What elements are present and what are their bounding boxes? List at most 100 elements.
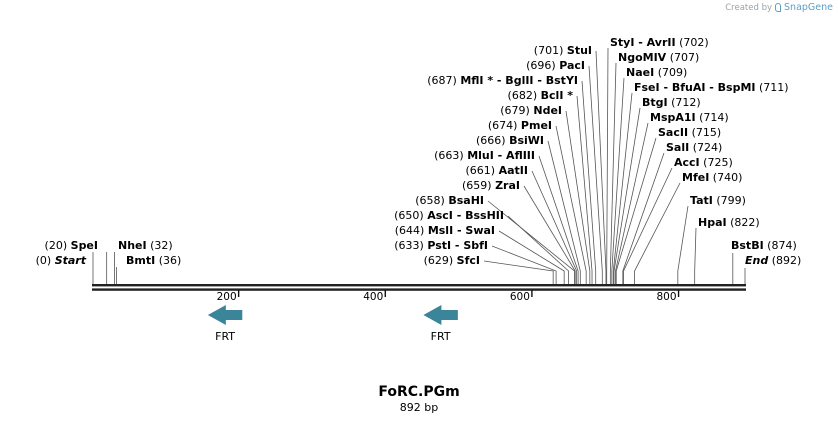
enzyme-name: AccI: [674, 156, 700, 169]
enzyme-site-label: AccI (725): [674, 156, 733, 169]
enzyme-site-label: (661) AatII: [466, 164, 528, 177]
enzyme-position: (674): [488, 119, 518, 132]
enzyme-position: (701): [534, 44, 564, 57]
enzyme-site-label: StyI - AvrII (702): [610, 36, 709, 49]
enzyme-name: BstBI: [731, 239, 764, 252]
backbone-top-strand: [92, 284, 746, 287]
enzyme-position: (661): [466, 164, 496, 177]
enzyme-site-label: (701) StuI: [534, 44, 592, 57]
enzyme-name: MspA1I: [650, 111, 696, 124]
enzyme-connector-line: [538, 155, 579, 284]
enzyme-position: (799): [716, 194, 746, 207]
enzyme-name: PacI: [559, 59, 585, 72]
tick-label: 600: [510, 291, 530, 303]
enzyme-position: (633): [394, 239, 424, 252]
enzyme-position: (629): [424, 254, 454, 267]
enzyme-name: StuI: [567, 44, 592, 57]
enzyme-name: BmtI: [126, 254, 155, 267]
enzyme-connector-line: [588, 65, 603, 284]
enzyme-position: (711): [759, 81, 789, 94]
enzyme-position: (874): [767, 239, 797, 252]
sequence-backbone: [92, 284, 746, 291]
enzyme-connector-line: [487, 200, 575, 284]
enzyme-position: (892): [772, 254, 802, 267]
enzyme-connector-line: [612, 92, 633, 284]
enzyme-site-label: (0) Start: [36, 254, 87, 267]
enzyme-position: (707): [670, 51, 700, 64]
enzyme-position: (658): [415, 194, 445, 207]
enzyme-connector-line: [611, 77, 625, 284]
enzyme-connector-line: [606, 47, 609, 284]
enzyme-name: HpaI: [698, 216, 727, 229]
enzyme-position: (714): [699, 111, 729, 124]
enzyme-position: (666): [476, 134, 506, 147]
enzyme-site-label: NaeI (709): [626, 66, 687, 79]
enzyme-connector-line: [623, 167, 673, 284]
enzyme-connector-line: [595, 50, 607, 284]
tick-label: 200: [217, 291, 237, 303]
enzyme-name: SpeI: [71, 239, 98, 252]
enzyme-name: End: [745, 254, 768, 267]
enzyme-position: (659): [462, 179, 492, 192]
enzyme-connector-line: [615, 137, 657, 284]
enzyme-name: NgoMIV: [618, 51, 667, 64]
enzyme-site-label: (20) SpeI: [45, 239, 98, 252]
enzyme-name: PstI - SbfI: [427, 239, 488, 252]
enzyme-connector-line: [547, 140, 581, 284]
plasmid-name: FoRC.PGm: [378, 384, 459, 400]
enzyme-position: (36): [159, 254, 182, 267]
backbone-bottom-strand: [92, 288, 746, 291]
enzyme-connector-line: [694, 227, 697, 284]
enzyme-position: (715): [692, 126, 722, 139]
enzyme-site-label: (644) MslI - SwaI: [395, 224, 495, 237]
enzyme-site-label: (666) BsiWI: [476, 134, 544, 147]
enzyme-site-label: (658) BsaHI: [415, 194, 484, 207]
enzyme-connector-line: [531, 170, 578, 284]
enzyme-site-label: MspA1I (714): [650, 111, 729, 124]
enzyme-connector-line: [609, 62, 617, 284]
enzyme-connectors: [92, 47, 746, 284]
enzyme-connector-line: [565, 110, 591, 284]
enzyme-name: MfeI: [682, 171, 709, 184]
enzyme-site-label: (682) BclI *: [508, 89, 574, 102]
enzyme-name: NaeI: [626, 66, 654, 79]
plasmid-size: 892 bp: [400, 401, 438, 414]
enzyme-position: (663): [434, 149, 464, 162]
enzyme-site-label: FseI - BfuAI - BspMI (711): [634, 81, 789, 94]
enzyme-position: (740): [713, 171, 743, 184]
enzyme-site-label: End (892): [745, 254, 801, 267]
enzyme-name: SalI: [666, 141, 689, 154]
enzyme-position: (702): [679, 36, 709, 49]
enzyme-position: (724): [693, 141, 723, 154]
enzyme-name: SacII: [658, 126, 688, 139]
enzyme-name: BtgI: [642, 96, 668, 109]
enzyme-site-label: (650) AscI - BssHII: [394, 209, 504, 222]
enzyme-position: (687): [427, 74, 457, 87]
enzyme-name: TatI: [690, 194, 713, 207]
enzyme-name: NdeI: [533, 104, 562, 117]
enzyme-site-label: NheI (32): [118, 239, 173, 252]
enzyme-name: FseI - BfuAI - BspMI: [634, 81, 756, 94]
ruler-ticks: 200 400 600 800: [217, 290, 680, 303]
enzyme-name: ZraI: [495, 179, 520, 192]
feature-arrow: [423, 305, 458, 325]
enzyme-position: (682): [508, 89, 538, 102]
enzyme-site-label: BtgI (712): [642, 96, 701, 109]
enzyme-site-label: (633) PstI - SbfI: [394, 239, 488, 252]
enzyme-position: (822): [730, 216, 760, 229]
feature-arrow: [207, 305, 243, 325]
enzyme-position: (679): [500, 104, 530, 117]
enzyme-name: MslI - SwaI: [428, 224, 495, 237]
enzyme-position: (20): [45, 239, 68, 252]
enzyme-connector-line: [555, 125, 587, 284]
enzyme-position: (712): [671, 96, 701, 109]
enzyme-site-label: (674) PmeI: [488, 119, 552, 132]
enzyme-site-label: SalI (724): [666, 141, 722, 154]
enzyme-connector-line: [523, 185, 576, 284]
enzyme-position: (650): [394, 209, 424, 222]
enzyme-connector-line: [507, 215, 569, 284]
enzyme-site-label: NgoMIV (707): [618, 51, 699, 64]
credit-prefix: Created by: [725, 2, 773, 13]
enzyme-site-label: (679) NdeI: [500, 104, 562, 117]
